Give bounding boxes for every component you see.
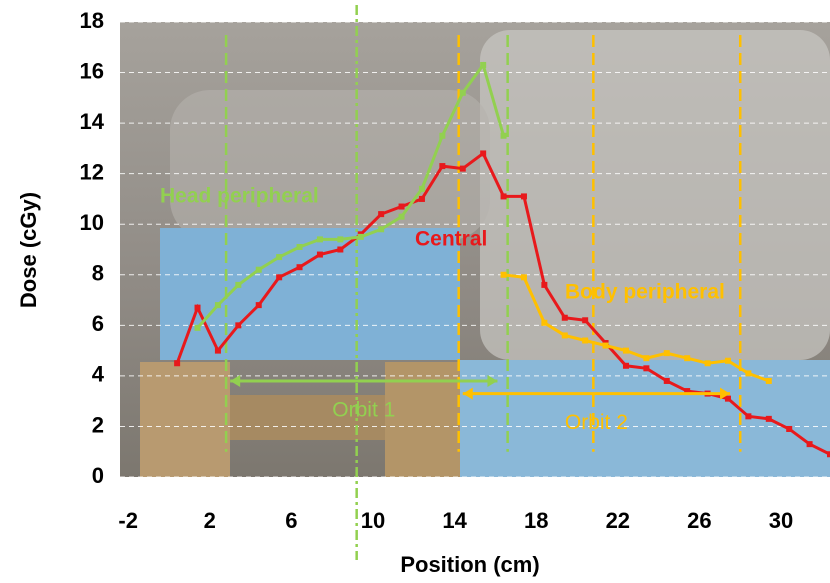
data-point: [337, 236, 344, 243]
orbit-label: Orbit 2: [565, 411, 628, 434]
series-line: [196, 61, 506, 329]
data-point: [622, 362, 629, 369]
y-axis-label: Dose (cGy): [16, 192, 41, 308]
data-point: [194, 304, 201, 311]
data-point: [398, 213, 405, 220]
data-point: [582, 317, 589, 324]
y-tick-label: 16: [80, 58, 104, 83]
data-point: [316, 251, 323, 258]
x-tick-label: 14: [442, 508, 467, 533]
data-point: [745, 370, 752, 377]
data-point: [480, 150, 487, 157]
data-point: [561, 332, 568, 339]
data-point: [643, 365, 650, 372]
data-point: [398, 203, 405, 210]
data-point: [316, 236, 323, 243]
x-tick-label: 18: [524, 508, 548, 533]
data-point: [214, 302, 221, 309]
x-tick-label: 22: [606, 508, 630, 533]
data-point: [378, 226, 385, 233]
data-point: [520, 274, 527, 281]
data-point: [500, 271, 507, 278]
y-tick-label: 2: [92, 412, 104, 437]
series-label: Head peripheral: [160, 185, 319, 208]
data-point: [439, 163, 446, 170]
x-tick-label: -2: [118, 508, 138, 533]
data-point: [724, 395, 731, 402]
orbit-label: Orbit 1: [332, 398, 395, 421]
data-point: [684, 388, 691, 395]
data-point: [663, 350, 670, 357]
data-point: [541, 281, 548, 288]
y-tick-label: 4: [92, 362, 105, 387]
series-label: Body peripheral: [565, 281, 725, 304]
x-axis-label: Position (cm): [400, 552, 539, 577]
data-point: [357, 233, 364, 240]
data-point: [643, 355, 650, 362]
y-tick-label: 6: [92, 311, 104, 336]
data-point: [520, 193, 527, 200]
x-tick-label: 6: [285, 508, 297, 533]
data-point: [724, 357, 731, 364]
data-point: [174, 360, 181, 367]
data-point: [765, 415, 772, 422]
series-line: [503, 273, 770, 383]
y-tick-label: 0: [92, 463, 104, 488]
data-point: [255, 302, 262, 309]
data-point: [622, 347, 629, 354]
data-point: [194, 324, 201, 331]
x-tick-label: 2: [204, 508, 216, 533]
data-point: [276, 274, 283, 281]
data-point: [276, 254, 283, 261]
photo-background: [120, 22, 830, 477]
data-point: [827, 451, 830, 458]
data-point: [480, 61, 487, 68]
data-point: [255, 266, 262, 273]
y-tick-label: 14: [80, 109, 105, 134]
y-tick-label: 10: [80, 210, 104, 235]
x-tick-label: 30: [769, 508, 793, 533]
data-point: [765, 377, 772, 384]
data-point: [418, 185, 425, 192]
data-point: [704, 360, 711, 367]
data-point: [663, 377, 670, 384]
x-tick-label: 26: [687, 508, 711, 533]
series-label: Central: [415, 228, 487, 251]
y-tick-label: 12: [80, 159, 104, 184]
data-point: [337, 246, 344, 253]
data-point: [214, 347, 221, 354]
data-point: [582, 337, 589, 344]
data-point: [418, 195, 425, 202]
data-point: [806, 441, 813, 448]
data-point: [602, 342, 609, 349]
data-point: [235, 281, 242, 288]
y-tick-label: 8: [92, 261, 104, 286]
data-point: [459, 89, 466, 96]
data-point: [378, 211, 385, 218]
x-tick-label: 10: [361, 508, 385, 533]
data-point: [561, 314, 568, 321]
data-point: [296, 243, 303, 250]
data-point: [500, 132, 507, 139]
data-point: [684, 355, 691, 362]
data-point: [235, 322, 242, 329]
data-point: [745, 413, 752, 420]
data-point: [296, 264, 303, 271]
y-tick-label: 18: [80, 8, 104, 33]
data-point: [786, 425, 793, 432]
data-point: [541, 319, 548, 326]
data-point: [439, 132, 446, 139]
data-point: [459, 165, 466, 172]
data-point: [500, 193, 507, 200]
